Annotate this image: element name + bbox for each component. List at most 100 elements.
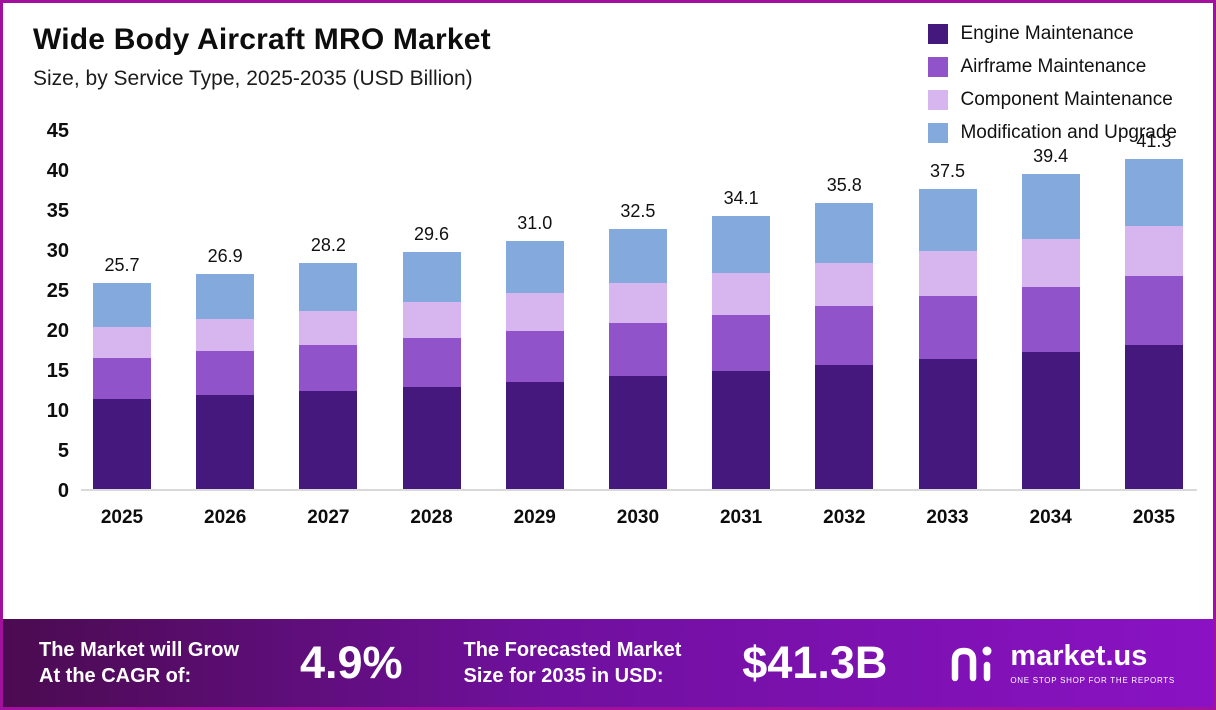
bar-segment-engine-maintenance (712, 370, 771, 489)
brand-text-block: market.us ONE STOP SHOP FOR THE REPORTS (1010, 639, 1175, 685)
brand: market.us ONE STOP SHOP FOR THE REPORTS (948, 638, 1175, 689)
bar-segment-airframe-maintenance (918, 296, 977, 359)
bar-total-label: 28.2 (310, 235, 346, 256)
bar-2031: 34.1 (712, 188, 771, 489)
bar-total-label: 29.6 (414, 224, 450, 245)
bar-segment-engine-maintenance (402, 386, 461, 489)
bar-segment-engine-maintenance (1124, 345, 1183, 489)
bar-segment-modification-and-upgrade (505, 241, 564, 294)
page-title: Wide Body Aircraft MRO Market (33, 23, 491, 56)
legend-swatch (928, 123, 949, 143)
x-axis-label: 2029 (513, 507, 556, 528)
bar-segment-component-maintenance (918, 250, 977, 297)
bars: 25.7 26.9 28.2 29.6 31.0 32.5 34.1 35.8 37.5 39.4… (81, 131, 1197, 491)
x-axis-label: 2035 (1132, 507, 1176, 528)
bar-total-label: 31.0 (517, 213, 553, 234)
bar-total-label: 41.3 (1136, 130, 1172, 151)
bar-segment-engine-maintenance (815, 365, 874, 489)
bar-segment-engine-maintenance (1021, 352, 1080, 489)
bar-2033: 37.5 (918, 161, 977, 489)
bar-segment-modification-and-upgrade (815, 202, 874, 263)
bar-total-label: 35.8 (826, 174, 862, 195)
bar-segment-engine-maintenance (608, 376, 667, 489)
legend-swatch (928, 57, 949, 77)
bar-total-label: 26.9 (207, 245, 243, 266)
bar-segment-engine-maintenance (505, 381, 564, 489)
brand-tagline: ONE STOP SHOP FOR THE REPORTS (1010, 675, 1175, 685)
bar-segment-airframe-maintenance (815, 305, 874, 365)
chart-area: 45 40 35 30 25 20 15 10 5 0 25.7 26.9 28.2 29.6 31.0 3… (3, 120, 1213, 619)
y-axis-tick-label: 45 (46, 120, 69, 142)
marketus-logo-icon (948, 638, 998, 689)
bar-total-label: 37.5 (929, 161, 966, 182)
bar-2035: 41.3 (1124, 130, 1183, 489)
bar-segment-component-maintenance (1124, 225, 1183, 277)
bar-2030: 32.5 (608, 201, 667, 489)
bar-segment-modification-and-upgrade (918, 189, 977, 251)
y-axis-tick-label: 40 (46, 160, 69, 182)
bar-2032: 35.8 (815, 174, 874, 489)
bar-2029: 31.0 (505, 213, 564, 489)
bar-segment-airframe-maintenance (196, 351, 255, 396)
legend-item: Modification and Upgrade (928, 122, 1177, 144)
bar-segment-modification-and-upgrade (712, 216, 771, 274)
bar-segment-component-maintenance (505, 293, 564, 331)
footer-banner: The Market will Grow At the CAGR of: 4.9… (3, 619, 1213, 707)
bar-2034: 39.4 (1021, 145, 1080, 489)
bar-segment-component-maintenance (196, 318, 255, 352)
x-axis-label: 2027 (307, 507, 350, 528)
bar-segment-airframe-maintenance (402, 337, 461, 387)
bar-segment-airframe-maintenance (505, 330, 564, 382)
bar-segment-airframe-maintenance (93, 357, 151, 400)
y-axis-tick-label: 10 (46, 400, 69, 422)
bar-total-label: 34.1 (723, 188, 759, 209)
legend-item: Airframe Maintenance (928, 56, 1177, 78)
bar-segment-airframe-maintenance (1124, 276, 1183, 345)
legend-label: Airframe Maintenance (960, 56, 1147, 77)
legend-label: Engine Maintenance (960, 23, 1134, 44)
y-axis-tick-label: 0 (57, 480, 69, 502)
legend-item: Component Maintenance (928, 89, 1177, 111)
y-axis-tick-label: 25 (46, 280, 69, 302)
bar-segment-modification-and-upgrade (299, 263, 358, 311)
x-axis-label: 2026 (204, 507, 247, 528)
y-axis-tick-label: 30 (46, 240, 69, 262)
y-axis-tick-label: 35 (46, 200, 69, 222)
forecast-label: The Forecasted Market Size for 2035 in U… (464, 637, 682, 689)
bar-segment-component-maintenance (1021, 238, 1080, 287)
legend: Engine Maintenance Airframe Maintenance Co… (928, 23, 1177, 144)
bar-segment-component-maintenance (299, 310, 358, 346)
cagr-label: The Market will Grow At the CAGR of: (39, 637, 239, 689)
bar-segment-component-maintenance (815, 262, 874, 306)
y-axis-tick-label: 5 (57, 440, 69, 462)
bar-segment-component-maintenance (93, 326, 151, 358)
bar-segment-airframe-maintenance (1021, 286, 1080, 353)
x-axis-label: 2030 (616, 507, 660, 528)
bar-2025: 25.7 (93, 255, 151, 489)
bar-segment-engine-maintenance (93, 399, 151, 489)
forecast-label-line2: Size for 2035 in USD: (463, 665, 664, 687)
cagr-label-line1: The Market will Grow (39, 639, 240, 661)
bar-segment-modification-and-upgrade (1021, 173, 1080, 239)
bar-segment-modification-and-upgrade (1124, 158, 1183, 226)
page-subtitle: Size, by Service Type, 2025-2035 (USD Bi… (33, 67, 473, 90)
forecast-label-line1: The Forecasted Market (463, 639, 682, 661)
bar-segment-modification-and-upgrade (196, 273, 255, 319)
forecast-value: $41.3B (742, 637, 888, 688)
bar-segment-modification-and-upgrade (402, 252, 461, 302)
bar-total-label: 32.5 (620, 201, 656, 222)
x-axis-label: 2034 (1029, 507, 1072, 528)
bar-2028: 29.6 (402, 224, 461, 489)
bar-segment-airframe-maintenance (712, 314, 771, 371)
brand-name: market.us (1010, 639, 1148, 672)
plot-column: 25.7 26.9 28.2 29.6 31.0 32.5 34.1 35.8 37.5 39.4… (81, 131, 1197, 619)
bar-segment-airframe-maintenance (299, 345, 358, 392)
y-axis-tick-label: 15 (46, 360, 69, 382)
bar-segment-component-maintenance (712, 273, 771, 315)
bar-total-label: 39.4 (1033, 145, 1069, 166)
bar-segment-engine-maintenance (918, 358, 977, 489)
legend-label: Component Maintenance (960, 89, 1173, 110)
legend-item: Engine Maintenance (928, 23, 1177, 45)
x-axis: 2025 2026 2027 2028 2029 2030 2031 2032 2033 2034… (81, 507, 1197, 529)
